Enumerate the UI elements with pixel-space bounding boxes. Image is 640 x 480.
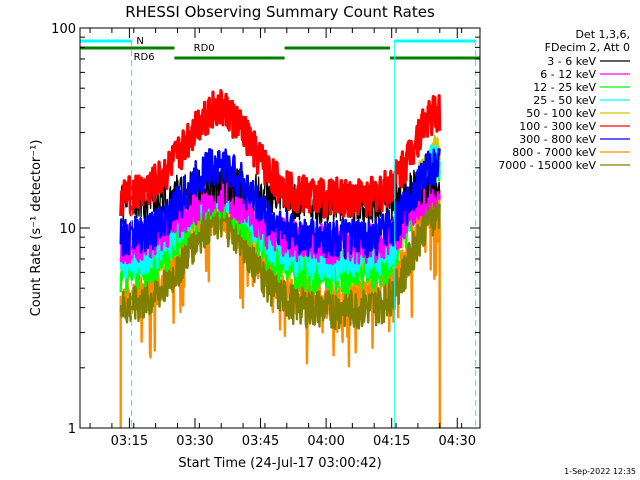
x-tick-label: 03:30 [176, 434, 213, 449]
legend-label: 12 - 25 keV [533, 81, 596, 94]
timestamp: 1-Sep-2022 12:35 [564, 467, 636, 476]
legend-label: 800 - 7000 keV [512, 146, 596, 159]
y-axis-label: Count Rate (s⁻¹ detector⁻¹) [29, 140, 44, 317]
legend-header-line: FDecim 2, Att 0 [545, 41, 630, 54]
series-line [119, 199, 441, 331]
y-tick-label: 1 [68, 422, 76, 437]
axis-layer: 03:15 03:30 03:45 04:00 04:15 04:30 1 10 100 [51, 22, 480, 449]
series-line [119, 148, 441, 260]
legend-label: 300 - 800 keV [519, 133, 596, 146]
y-tick-label: 10 [59, 222, 76, 237]
legend-label: 3 - 6 keV [547, 55, 596, 68]
legend-label: 6 - 12 keV [540, 68, 596, 81]
x-tick-label: 04:30 [439, 434, 476, 449]
legend-header-line: Det 1,3,6, [575, 28, 630, 41]
legend-label: 100 - 300 keV [519, 120, 596, 133]
legend-label: 50 - 100 keV [526, 107, 596, 120]
x-tick-label: 04:15 [373, 434, 410, 449]
x-tick-label: 03:15 [111, 434, 148, 449]
y-tick-label: 100 [51, 22, 76, 37]
x-tick-label: 03:45 [242, 434, 279, 449]
chart-title: RHESSI Observing Summary Count Rates [125, 3, 435, 21]
flag-rd6-label: RD6 [134, 52, 155, 63]
x-axis-label: Start Time (24-Jul-17 03:00:42) [178, 456, 381, 471]
flag-n-label: N [136, 36, 143, 47]
data-layer [119, 89, 442, 429]
x-tick-label: 04:00 [307, 434, 344, 449]
series-line [119, 89, 442, 219]
legend-label: 25 - 50 keV [533, 94, 596, 107]
flag-rd0-label: RD0 [194, 43, 215, 54]
legend-label: 7000 - 15000 keV [498, 159, 596, 172]
